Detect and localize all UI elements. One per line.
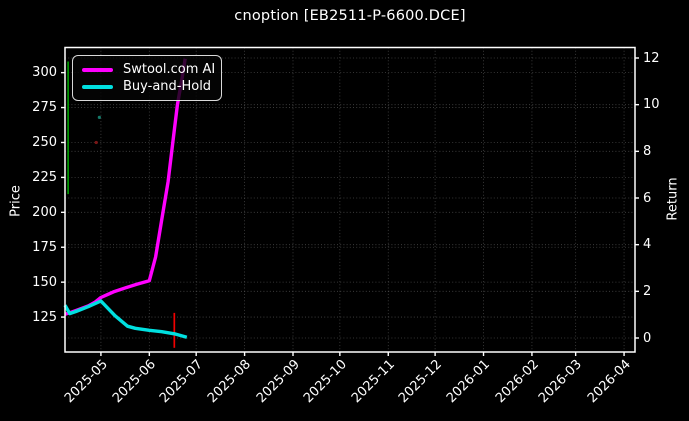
return-tick-label: 0 [643, 330, 652, 346]
series-line-buy-and-hold [63, 299, 188, 339]
legend-swatch-bh-line-icon [82, 84, 113, 89]
price-tick-label: 125 [32, 309, 57, 325]
price-tick-label: 300 [32, 65, 57, 81]
return-tick-label: 4 [643, 237, 652, 253]
legend-label-swtool-ai: Swtool.com AI [123, 62, 216, 77]
price-tick-label: 150 [32, 274, 57, 290]
price-tick-label: 225 [32, 169, 57, 185]
plot-border [64, 46, 636, 353]
y-axis-label-return: Return [665, 177, 681, 221]
legend-label-buy-and-hold: Buy-and-Hold [123, 79, 212, 94]
return-tick-label: 6 [643, 190, 652, 206]
legend-item-buy-and-hold: Buy-and-Hold [82, 79, 212, 94]
point-marker [94, 140, 98, 145]
return-tick-label: 8 [643, 143, 652, 159]
chart-title: cnoption [EB2511-P-6600.DCE] [234, 8, 466, 24]
legend-item-swtool-ai: Swtool.com AI [82, 62, 216, 77]
price-tick-label: 200 [32, 204, 57, 220]
return-tick-label: 12 [643, 50, 660, 66]
price-tick-label: 250 [32, 134, 57, 150]
point-marker [97, 115, 101, 119]
legend-swatch-ai-line-icon [82, 67, 113, 72]
price-tick-label: 275 [32, 100, 57, 116]
price-tick-label: 175 [32, 239, 57, 255]
legend: Swtool.com AI Buy-and-Hold [72, 55, 222, 101]
return-tick-label: 2 [643, 283, 652, 299]
return-tick-label: 10 [643, 97, 660, 113]
